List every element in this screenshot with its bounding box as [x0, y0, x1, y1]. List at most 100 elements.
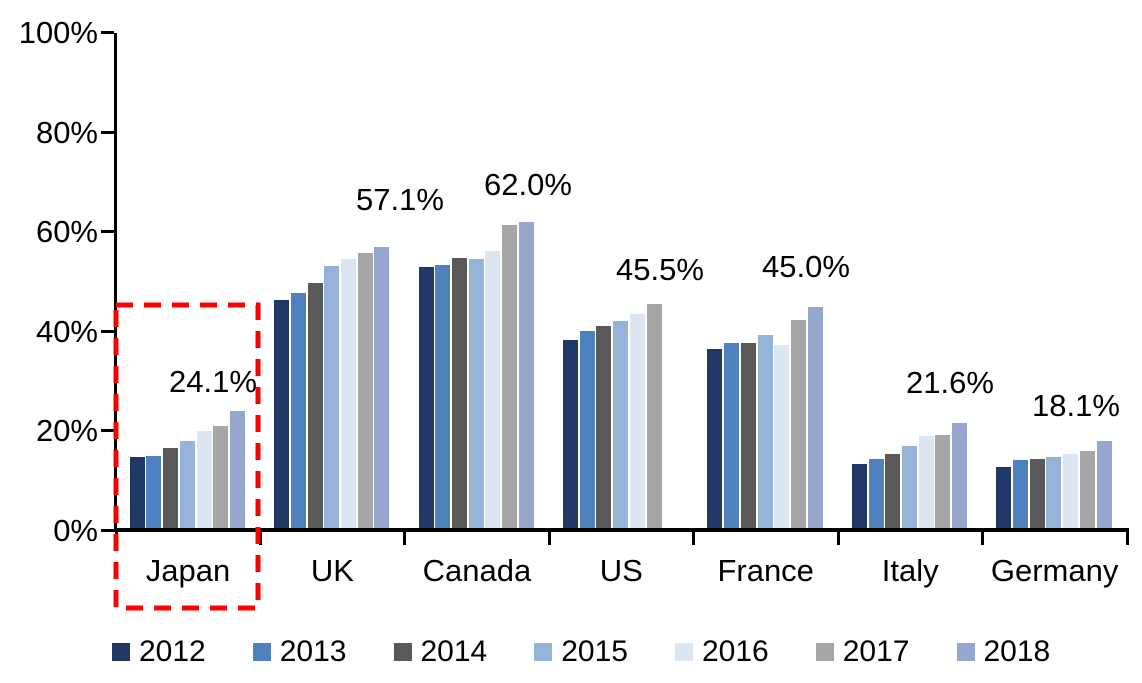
bar-uk-2016	[341, 258, 356, 531]
x-tick	[258, 528, 262, 545]
bar-japan-2017	[213, 425, 229, 531]
bar-canada-2014	[452, 257, 467, 531]
legend-swatch-2016	[675, 643, 693, 661]
legend-item-2016: 2016	[675, 636, 769, 668]
y-tick	[101, 130, 114, 134]
legend-label-2017: 2017	[842, 635, 910, 668]
bar-canada-2012	[418, 266, 434, 531]
peak-label-japan: 24.1%	[169, 364, 257, 399]
category-label-us: US	[599, 553, 643, 588]
bar-canada-2018	[518, 222, 534, 531]
bar-japan-2014	[163, 447, 179, 531]
bar-us-2013	[579, 331, 595, 531]
bar-canada-2017	[502, 224, 518, 531]
legend-item-2017: 2017	[815, 635, 910, 668]
bar-japan-2013	[146, 455, 162, 531]
category-label-uk: UK	[310, 553, 354, 588]
category-label-france: France	[717, 553, 814, 588]
bar-japan-2016	[196, 430, 212, 531]
y-axis-label-60%: 60%	[35, 214, 98, 250]
y-axis-line	[114, 33, 117, 532]
bar-france-2014	[740, 343, 756, 531]
bar-japan-2015	[179, 440, 195, 531]
x-tick	[836, 528, 840, 545]
legend-label-2012: 2012	[139, 635, 206, 668]
bar-canada-2015	[468, 258, 484, 531]
y-tick	[101, 529, 114, 532]
bar-italy-2013	[868, 459, 884, 531]
peak-label-canada: 62.0%	[484, 167, 572, 202]
peak-label-us: 45.5%	[616, 252, 704, 287]
bar-canada-2016	[485, 251, 501, 531]
y-axis-label-100%: 100%	[18, 15, 98, 50]
peak-label-uk: 57.1%	[356, 182, 444, 217]
legend-swatch-2012	[112, 643, 130, 661]
bar-italy-2014	[885, 454, 901, 531]
legend-label-2016: 2016	[702, 635, 769, 668]
bar-germany-2018	[1096, 440, 1112, 531]
bar-us-2012	[563, 340, 578, 531]
x-tick	[114, 528, 118, 545]
category-label-italy: Italy	[881, 553, 939, 588]
x-tick	[403, 528, 407, 545]
legend-label-2018: 2018	[983, 635, 1051, 668]
bar-germany-2015	[1046, 456, 1062, 531]
legend-item-2013: 2013	[252, 635, 347, 668]
peak-label-germany: 18.1%	[1032, 388, 1120, 423]
x-axis-line	[114, 528, 1129, 532]
legend: 2012 2013 2014 2015 2016 2017 2018	[112, 636, 1112, 668]
bar-uk-2015	[324, 266, 340, 531]
legend-swatch-2017	[815, 643, 834, 661]
bar-germany-2012	[996, 467, 1012, 531]
bar-germany-2014	[1029, 458, 1045, 531]
bar-us-2017	[646, 304, 662, 531]
x-tick	[981, 528, 985, 545]
y-tick	[101, 230, 114, 234]
legend-label-2013: 2013	[279, 635, 347, 668]
bar-uk-2013	[290, 292, 306, 531]
y-axis-label-0%: 0%	[53, 513, 98, 548]
category-label-germany: Germany	[990, 553, 1119, 588]
bar-canada-2013	[435, 265, 451, 531]
bar-uk-2017	[357, 253, 373, 531]
legend-item-2015: 2015	[534, 636, 628, 668]
bar-france-2015	[757, 335, 773, 531]
y-tick	[101, 429, 114, 433]
y-tick	[101, 31, 114, 34]
bar-japan-2018	[230, 411, 245, 531]
peak-label-france: 45.0%	[762, 249, 850, 284]
x-tick	[1125, 528, 1129, 545]
bar-us-2015	[613, 320, 629, 531]
y-axis-label-20%: 20%	[35, 413, 98, 449]
legend-item-2012: 2012	[112, 636, 206, 668]
y-tick	[101, 329, 114, 333]
bar-italy-2012	[851, 463, 867, 531]
y-axis-label-80%: 80%	[35, 114, 98, 150]
legend-label-2015: 2015	[561, 635, 628, 668]
bar-germany-2016	[1063, 453, 1079, 531]
bar-japan-2012	[129, 456, 145, 531]
bar-france-2013	[724, 343, 740, 531]
bar-uk-2012	[274, 300, 290, 531]
x-tick	[692, 528, 696, 545]
legend-label-2014: 2014	[420, 635, 488, 668]
bar-italy-2015	[902, 446, 917, 531]
legend-item-2018: 2018	[956, 635, 1051, 668]
legend-swatch-2018	[956, 643, 975, 661]
bar-france-2017	[791, 320, 806, 531]
bar-italy-2016	[918, 435, 934, 531]
legend-item-2014: 2014	[393, 635, 488, 668]
bar-us-2016	[629, 313, 645, 531]
y-axis-label-40%: 40%	[35, 313, 98, 349]
bar-france-2012	[707, 349, 723, 531]
bar-france-2018	[807, 306, 823, 531]
legend-swatch-2013	[252, 643, 271, 661]
x-tick	[547, 528, 551, 545]
category-label-canada: Canada	[422, 553, 532, 588]
bar-uk-2018	[374, 246, 390, 531]
bar-italy-2018	[952, 423, 968, 531]
bar-us-2014	[596, 325, 612, 531]
bar-germany-2017	[1079, 451, 1095, 531]
peak-label-italy: 21.6%	[906, 365, 994, 400]
